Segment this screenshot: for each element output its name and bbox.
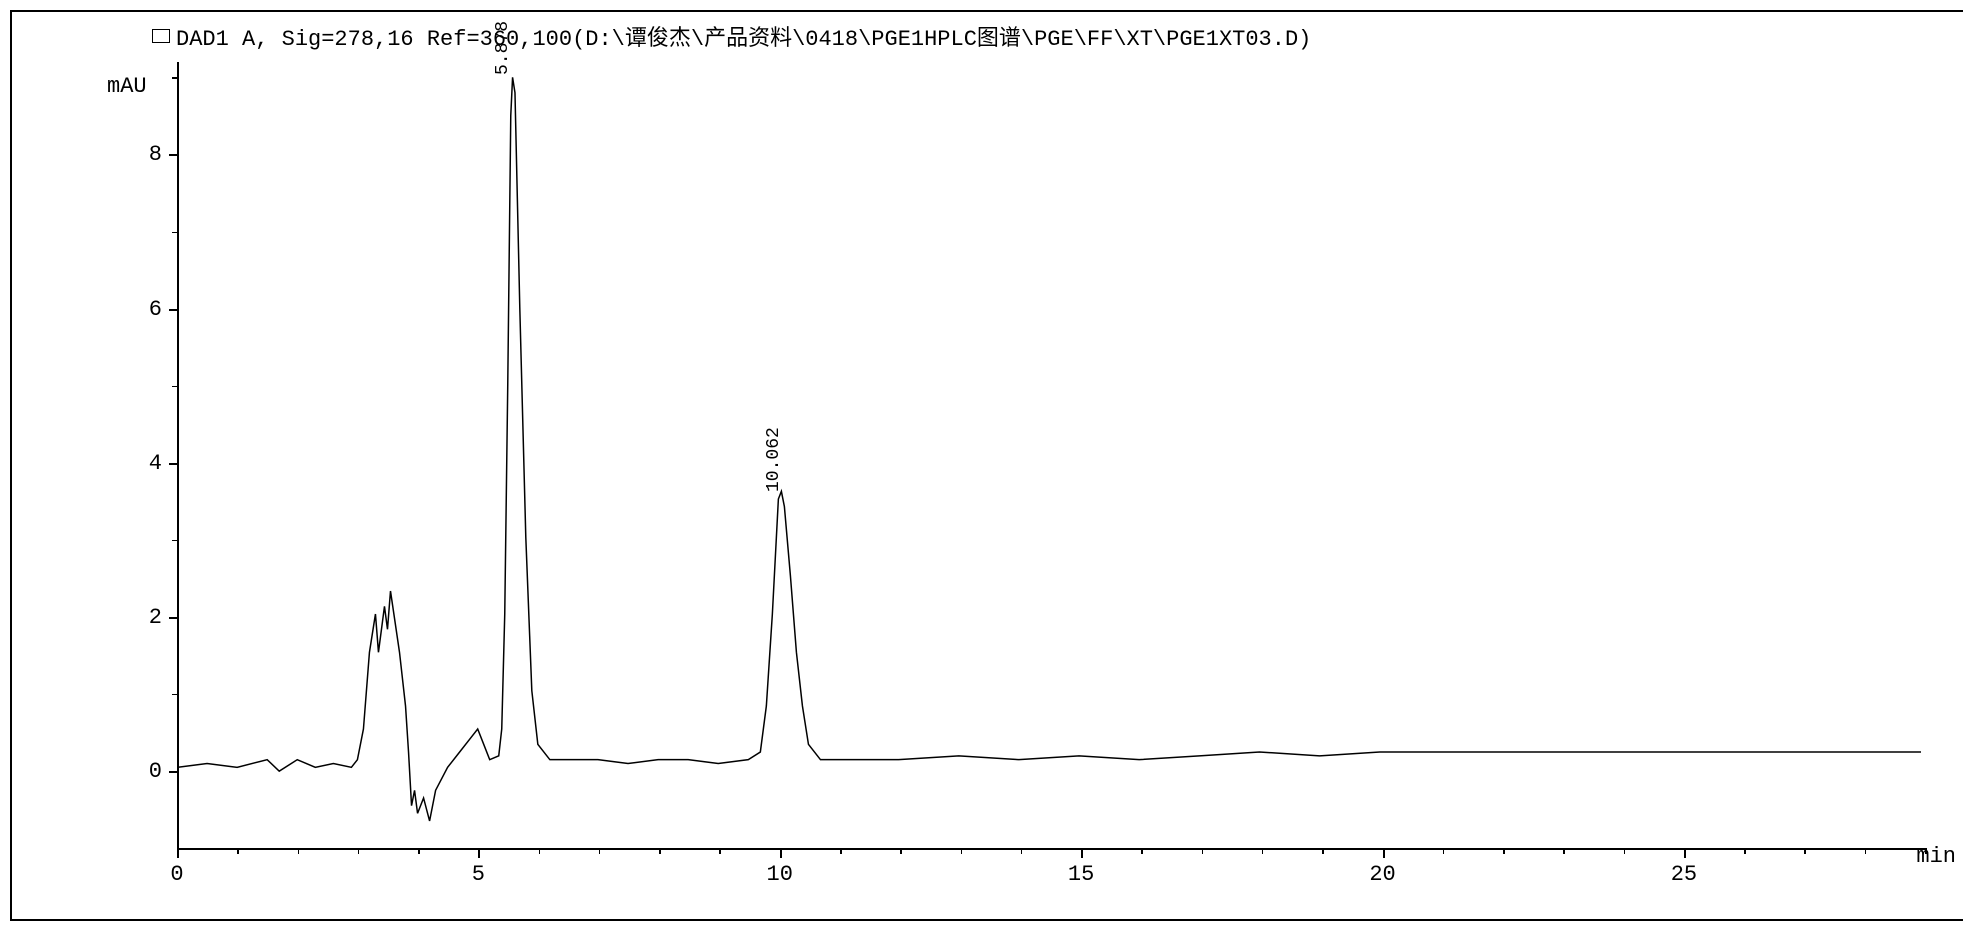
peak-retention-label: 5.878	[493, 21, 513, 75]
x-tick-label: 5	[472, 862, 485, 887]
x-tick-label: 15	[1068, 862, 1094, 887]
header-text: DAD1 A, Sig=278,16 Ref=360,100(D:\谭俊杰\产品…	[176, 20, 1311, 52]
y-axis-label: mAU	[107, 74, 147, 99]
x-tick-label: 0	[170, 862, 183, 887]
y-tick-label: 8	[132, 142, 162, 167]
chromatogram-trace	[177, 62, 1921, 844]
y-tick-label: 0	[132, 759, 162, 784]
y-tick-label: 2	[132, 605, 162, 630]
x-tick-label: 20	[1369, 862, 1395, 887]
y-tick-label: 4	[132, 451, 162, 476]
chromatogram-chart: DAD1 A, Sig=278,16 Ref=360,100(D:\谭俊杰\产品…	[10, 10, 1963, 921]
legend-box-icon	[152, 29, 170, 43]
x-tick-label: 10	[767, 862, 793, 887]
chart-header: DAD1 A, Sig=278,16 Ref=360,100(D:\谭俊杰\产品…	[152, 20, 1311, 52]
x-tick-label: 25	[1671, 862, 1697, 887]
y-tick-label: 6	[132, 297, 162, 322]
peak-retention-label: 10.062	[764, 427, 784, 492]
